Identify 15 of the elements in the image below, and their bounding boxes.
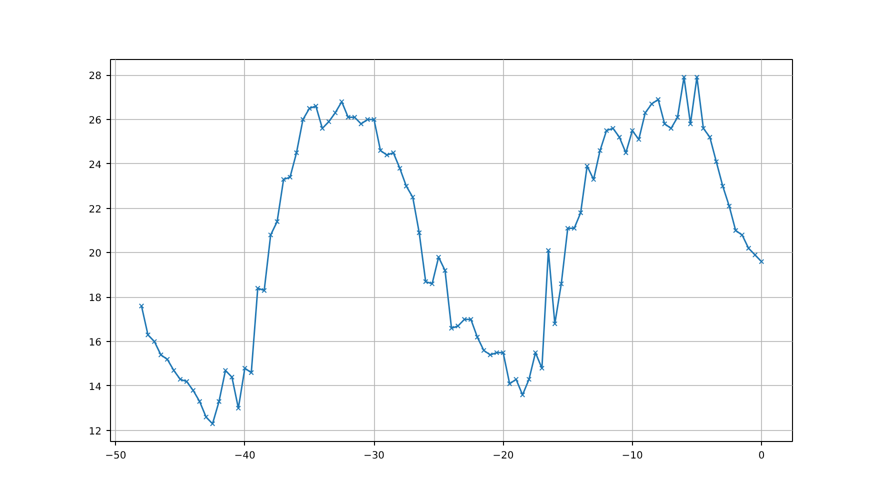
y-tick-label: 24 <box>88 160 102 171</box>
x-tick-label: −30 <box>363 450 385 462</box>
y-tick-label: 22 <box>88 204 102 216</box>
y-tick-label: 16 <box>88 338 102 349</box>
y-tick-label: 18 <box>88 293 102 304</box>
x-tick-label: −10 <box>622 450 643 462</box>
x-tick-label: 0 <box>758 450 765 462</box>
x-tick-label: −50 <box>105 450 126 462</box>
y-tick-label: 28 <box>88 71 102 82</box>
y-tick-label: 20 <box>88 248 102 260</box>
y-tick-label: 26 <box>88 115 102 126</box>
y-tick-label: 12 <box>88 426 102 438</box>
x-tick-label: −40 <box>234 450 256 462</box>
x-tick-label: −20 <box>492 450 514 462</box>
y-tick-label: 14 <box>88 382 102 393</box>
